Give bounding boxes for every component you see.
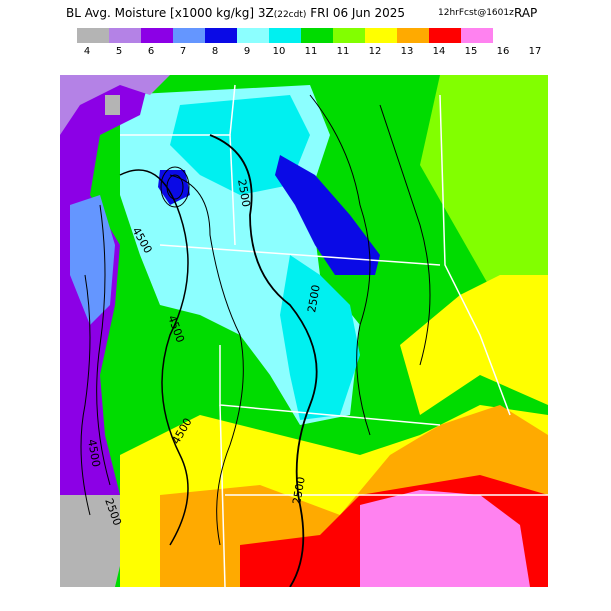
legend-tick-label: 15 bbox=[464, 46, 478, 57]
contour-line bbox=[119, 169, 189, 546]
forecast-note: 12hrFcst@1601z bbox=[438, 8, 514, 18]
legend-swatch bbox=[333, 28, 365, 43]
legend-tick-label: 11 bbox=[336, 46, 350, 57]
legend-swatch bbox=[141, 28, 173, 43]
legend-swatch bbox=[109, 28, 141, 43]
contour-line bbox=[169, 174, 244, 546]
moisture-map: 4500 4500 4500 4500 2500 2500 2500 2500 bbox=[60, 75, 548, 587]
field-lilac-nw bbox=[60, 75, 170, 135]
legend-tick-label: 10 bbox=[272, 46, 286, 57]
field-cyan bbox=[170, 95, 310, 195]
legend-swatch bbox=[397, 28, 429, 43]
field-lime-east bbox=[420, 75, 548, 325]
contour-line bbox=[309, 94, 371, 436]
field-blue-spot bbox=[158, 170, 190, 205]
contour-line bbox=[96, 204, 111, 486]
field-gray-nw bbox=[105, 95, 120, 115]
contour-line bbox=[379, 104, 431, 366]
state-borders bbox=[120, 84, 548, 587]
field-gray-sw bbox=[60, 495, 125, 587]
border-line bbox=[159, 244, 441, 266]
color-legend bbox=[77, 28, 493, 43]
chart-title: BL Avg. Moisture [x1000 kg/kg] 3Z(22cdt)… bbox=[0, 6, 611, 22]
legend-swatch bbox=[205, 28, 237, 43]
legend-tick-label: 13 bbox=[400, 46, 414, 57]
field-yellow-east bbox=[400, 275, 548, 415]
contour-line bbox=[160, 166, 190, 208]
legend-swatch bbox=[301, 28, 333, 43]
field-cyan-mid bbox=[280, 255, 360, 420]
legend-swatch bbox=[429, 28, 461, 43]
border-line bbox=[219, 404, 226, 587]
legend-tick-label: 9 bbox=[243, 46, 251, 57]
legend-tick-label: 11 bbox=[304, 46, 318, 57]
border-line bbox=[229, 134, 236, 246]
legend-tick-label: 4 bbox=[83, 46, 91, 57]
legend-tick-label: 14 bbox=[432, 46, 446, 57]
legend-tick-label: 6 bbox=[147, 46, 155, 57]
legend-labels: 4 5 6 7 8 9 10 11 11 12 13 14 15 16 17 bbox=[0, 46, 611, 60]
legend-swatch bbox=[237, 28, 269, 43]
contour-line bbox=[166, 174, 184, 200]
contour-line bbox=[80, 274, 91, 516]
title-text: BL Avg. Moisture [x1000 kg/kg] 3Z(22cdt)… bbox=[66, 6, 405, 20]
contour-line bbox=[209, 134, 318, 587]
border-line bbox=[439, 94, 511, 416]
legend-swatch bbox=[269, 28, 301, 43]
contour-label: 2500 bbox=[290, 476, 308, 506]
field-blue-streak bbox=[275, 155, 380, 275]
legend-swatch bbox=[77, 28, 109, 43]
contour-label: 2500 bbox=[235, 178, 253, 208]
contour-label: 2500 bbox=[305, 284, 323, 314]
legend-tick-label: 5 bbox=[115, 46, 123, 57]
contour-lines bbox=[80, 94, 431, 587]
legend-swatch bbox=[461, 28, 493, 43]
field-lightblue-west bbox=[70, 195, 115, 325]
contour-label: 4500 bbox=[85, 438, 103, 468]
legend-swatch bbox=[365, 28, 397, 43]
legend-tick-label: 12 bbox=[368, 46, 382, 57]
model-name: RAP bbox=[514, 6, 538, 20]
field-pink-south bbox=[360, 490, 530, 587]
legend-swatch bbox=[173, 28, 205, 43]
legend-tick-label: 16 bbox=[496, 46, 510, 57]
legend-tick-label: 7 bbox=[179, 46, 187, 57]
legend-tick-label: 8 bbox=[211, 46, 219, 57]
legend-tick-label: 17 bbox=[528, 46, 542, 57]
